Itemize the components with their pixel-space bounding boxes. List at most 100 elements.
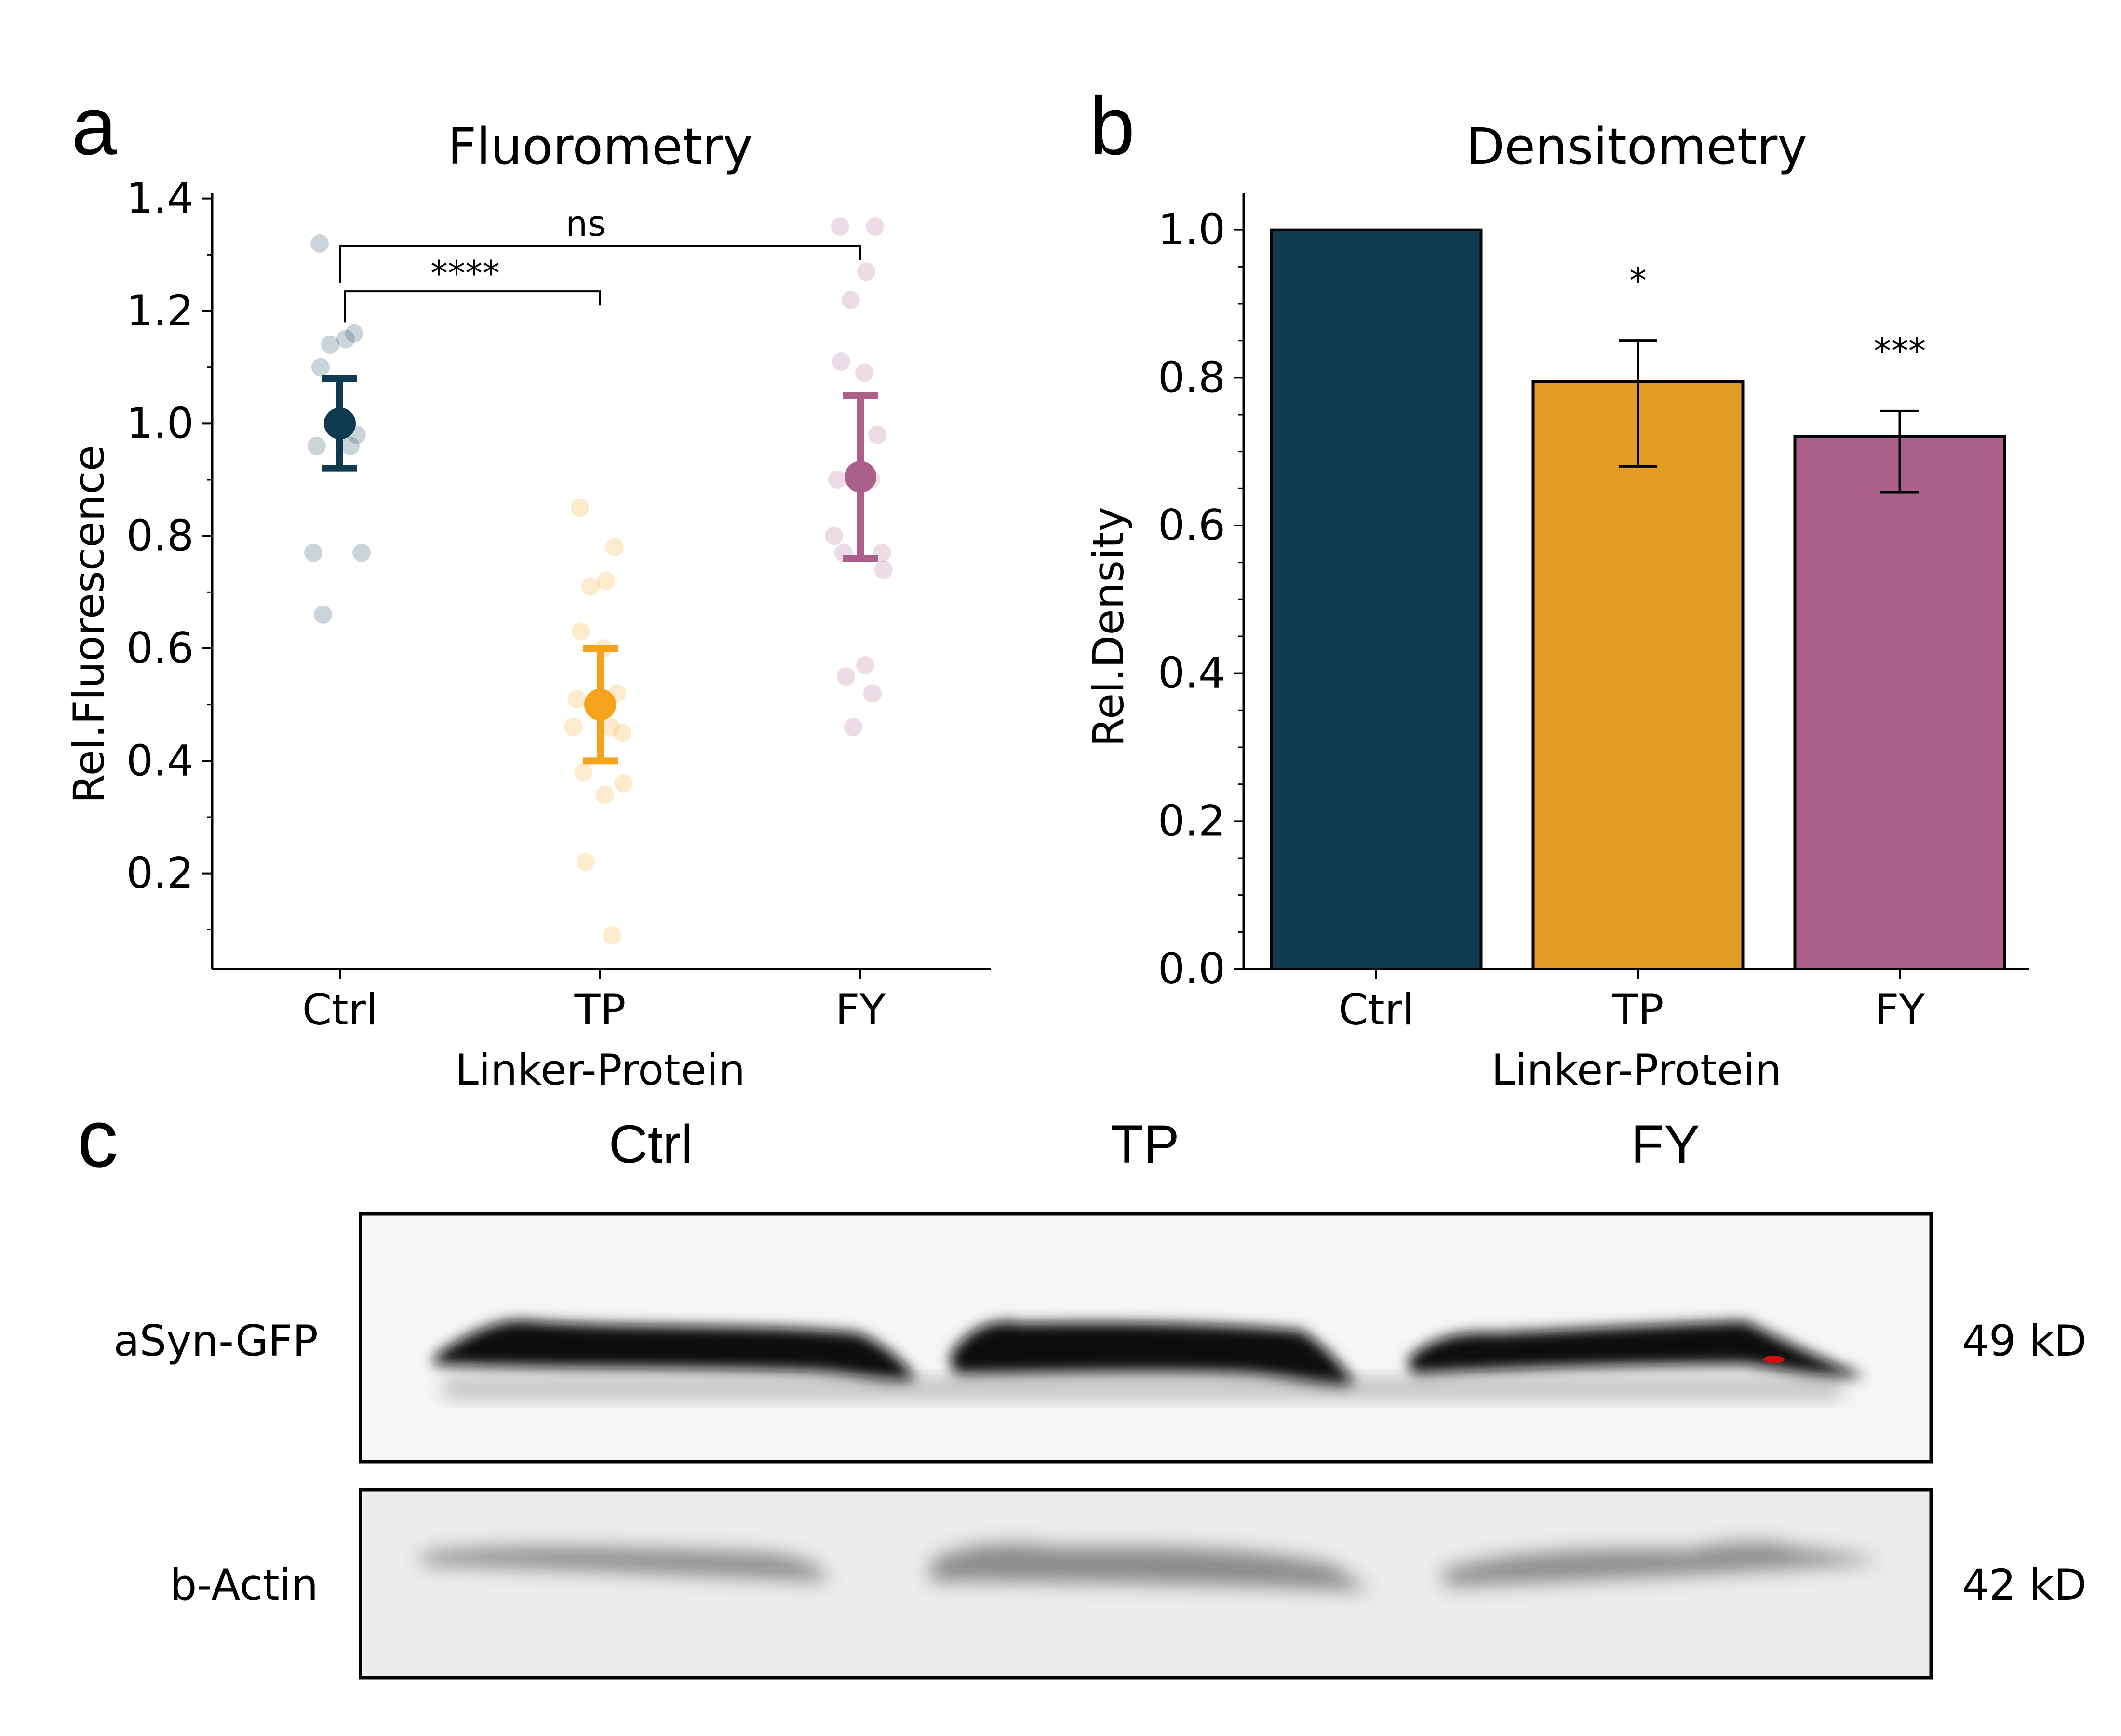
fluorometry-point <box>568 690 586 708</box>
fluorometry-title: Fluorometry <box>448 117 753 176</box>
fluorometry-point <box>321 336 339 354</box>
fluorometry-mean-marker <box>584 688 616 721</box>
fluorometry-point <box>581 577 600 596</box>
fluorometry-point <box>863 684 882 703</box>
fluorometry-point <box>352 543 371 562</box>
fluorometry-point <box>613 724 631 742</box>
fluorometry-point <box>596 785 614 804</box>
fluorometry-point <box>311 358 330 377</box>
densitometry-xtick-label: Ctrl <box>1339 985 1414 1035</box>
fluorometry-point <box>874 560 893 579</box>
densitometry-bar <box>1793 435 2006 970</box>
fluorometry-point <box>308 437 326 455</box>
fluorometry-point <box>574 763 592 781</box>
fluorometry-point <box>336 330 355 349</box>
fluorometry-ytick-label: 0.8 <box>126 511 194 561</box>
blot-row-size-asyn: 49 kD <box>1962 1316 2087 1366</box>
densitometry-title: Densitometry <box>1466 117 1807 176</box>
fluorometry-axes: 0.2 0.4 0.6 0.8 1.0 1.2 1.4 Ctrl TP FY <box>126 174 991 1035</box>
blot-lane-tp: TP <box>1110 1114 1179 1174</box>
fluorometry-point <box>855 363 873 382</box>
densitometry-bar <box>1531 380 1745 970</box>
fluorometry-xlabel: Linker-Protein <box>455 1045 745 1095</box>
western-blot: Ctrl TP FY aSyn-GFP 49 kD b-Actin 42 kD <box>114 1114 2087 1680</box>
densitometry-ylabel: Rel.Density <box>1084 507 1133 747</box>
densitometry-ytick-label: 0.0 <box>1158 944 1225 994</box>
fluorometry-point <box>832 352 850 371</box>
fluorometry-point <box>314 606 332 624</box>
fluorometry-point <box>605 538 624 556</box>
fluorometry-point <box>837 667 855 686</box>
fluorometry-means <box>322 375 878 765</box>
fluorometry-point <box>842 290 860 309</box>
fluorometry-point <box>868 425 886 444</box>
fluorometry-xtick-label: Ctrl <box>302 985 378 1035</box>
blot-lane-ctrl: Ctrl <box>609 1114 693 1174</box>
densitometry-ytick-label: 0.8 <box>1158 352 1225 402</box>
blot-image-asyn-gfp <box>359 1212 1933 1464</box>
fluorometry-point <box>577 853 595 872</box>
significance-label-ctrl-tp: **** <box>430 253 500 294</box>
fluorometry-point <box>345 324 363 343</box>
fluorometry-ylabel: Rel.Fluorescence <box>64 445 114 804</box>
fluorometry-ytick-label: 1.2 <box>126 286 194 336</box>
densitometry-ytick-label: 0.2 <box>1158 796 1225 846</box>
fluorometry-chart: Fluorometry Rel.Fluorescence Linker-Prot… <box>64 117 991 1095</box>
fluorometry-ytick-label: 1.0 <box>126 398 194 448</box>
significance-label-ctrl-fy: ns <box>565 203 605 244</box>
fluorometry-points <box>304 217 893 944</box>
blot-row-label-asyn: aSyn-GFP <box>114 1316 319 1366</box>
fluorometry-ytick-label: 0.4 <box>126 736 194 785</box>
densitometry-xlabel: Linker-Protein <box>1491 1045 1782 1095</box>
fluorometry-mean-marker <box>324 407 356 440</box>
fluorometry-point <box>602 718 620 737</box>
fluorometry-point <box>866 217 884 236</box>
panel-letter-b: b <box>1089 81 1135 172</box>
fluorometry-point <box>597 572 615 590</box>
fluorometry-point <box>614 774 632 793</box>
fluorometry-point <box>572 622 590 641</box>
fluorometry-point <box>857 262 875 281</box>
significance-bracket-ctrl-fy <box>339 245 861 283</box>
densitometry-errorbars: **** <box>1619 260 1926 494</box>
densitometry-xtick-label: TP <box>1612 985 1664 1035</box>
fluorometry-point <box>310 234 329 253</box>
fluorometry-point <box>564 718 583 737</box>
fluorometry-xtick-label: FY <box>835 985 886 1035</box>
fluorometry-point <box>831 217 849 236</box>
fluorometry-point <box>856 656 874 674</box>
fluorometry-mean-marker <box>845 461 876 493</box>
fluorometry-point <box>844 718 862 737</box>
blot-row-label-actin: b-Actin <box>170 1560 318 1610</box>
fluorometry-point <box>571 498 589 517</box>
densitometry-ytick-label: 0.4 <box>1158 648 1225 698</box>
densitometry-bars <box>1270 228 2006 971</box>
fluorometry-ytick-label: 1.4 <box>126 174 194 223</box>
fluorometry-point <box>825 526 843 545</box>
significance-bracket-ctrl-tp <box>344 290 601 323</box>
panel-letter-a: a <box>71 81 117 172</box>
fluorometry-point <box>603 926 621 944</box>
fluorometry-ytick-label: 0.2 <box>126 848 194 898</box>
blot-lane-fy: FY <box>1631 1114 1700 1174</box>
blot-frame-actin <box>359 1488 1933 1680</box>
fluorometry-point <box>828 471 846 489</box>
fluorometry-significance: **** ns <box>339 203 861 323</box>
fluorometry-xtick-label: TP <box>574 985 626 1035</box>
densitometry-ytick-label: 0.6 <box>1158 500 1225 550</box>
fluorometry-point <box>304 543 322 562</box>
blot-image-b-actin <box>359 1488 1933 1680</box>
blot-row-size-actin: 42 kD <box>1962 1560 2087 1610</box>
densitometry-axes: 0.0 0.2 0.4 0.6 0.8 1.0 Ctrl TP FY <box>1158 193 2029 1035</box>
densitometry-xtick-label: FY <box>1875 985 1925 1035</box>
densitometry-significance-label: * <box>1629 260 1647 301</box>
blot-frame-asyn <box>359 1212 1933 1464</box>
densitometry-significance-label: *** <box>1874 330 1926 371</box>
densitometry-chart: Densitometry Rel.Density Linker-Protein … <box>1084 117 2029 1095</box>
densitometry-bar <box>1270 228 1483 971</box>
fluorometry-point <box>341 437 360 455</box>
densitometry-ytick-label: 1.0 <box>1158 205 1225 255</box>
fluorometry-ytick-label: 0.6 <box>126 623 194 673</box>
panel-letter-c: c <box>77 1093 118 1184</box>
